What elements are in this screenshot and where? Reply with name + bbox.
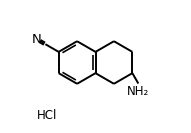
Text: NH₂: NH₂ <box>127 85 150 98</box>
Text: N: N <box>32 33 42 46</box>
Text: HCl: HCl <box>37 109 57 122</box>
